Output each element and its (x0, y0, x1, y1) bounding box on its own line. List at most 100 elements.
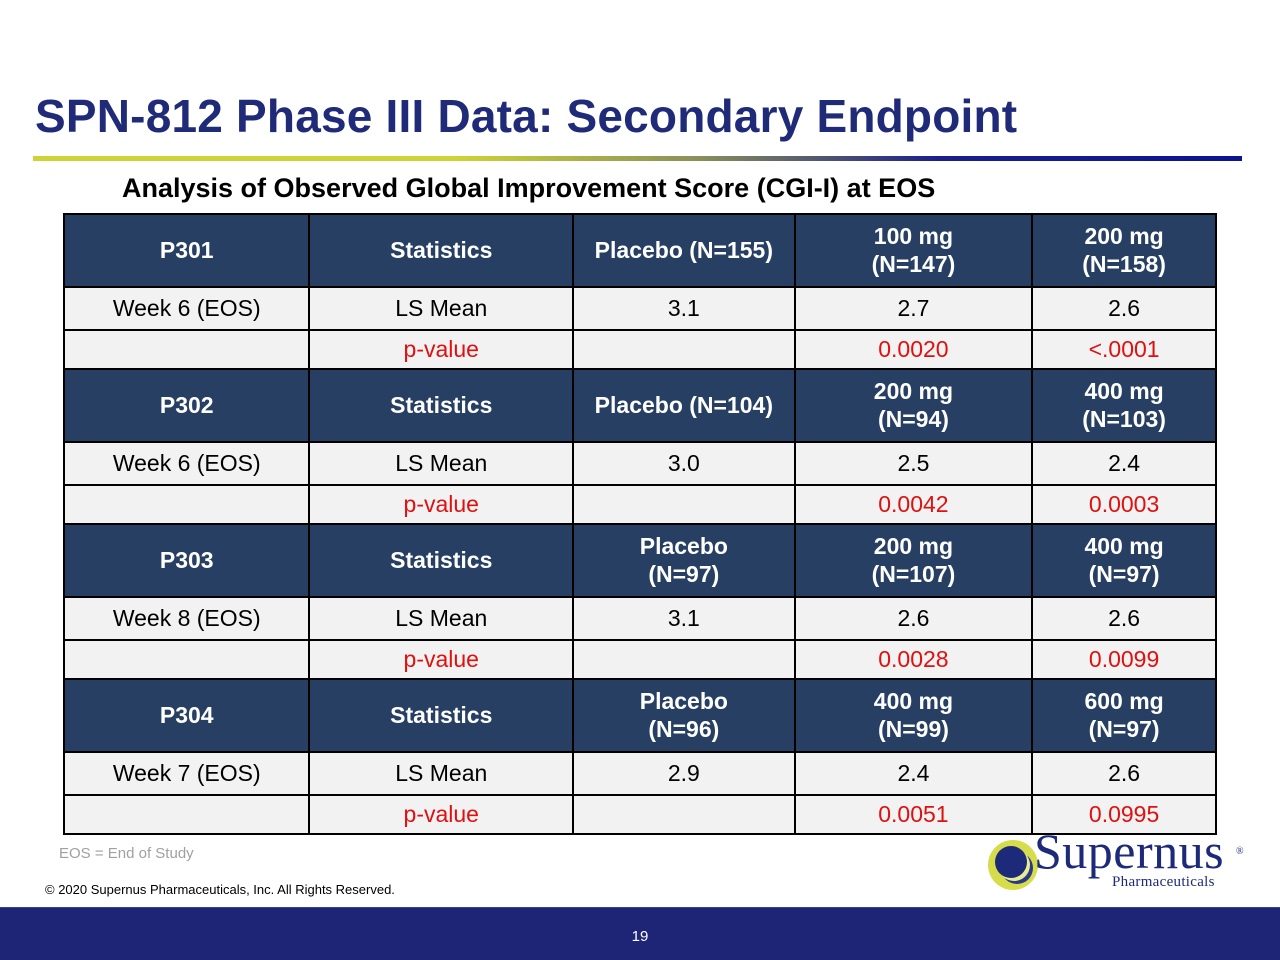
p-value-cell-statistic: p-value (308, 639, 575, 680)
study-header-row: P301 Statistics Placebo (N=155) 100 mg (N=14… (62, 213, 1217, 288)
ls-mean-cell-statistic: LS Mean (308, 441, 575, 486)
ls-mean-row: Week 7 (EOS) LS Mean 2.9 2.4 2.6 (62, 751, 1217, 796)
header-cell-line: (N=103) (1082, 405, 1166, 432)
p-value-cell-statistic: p-value (308, 484, 575, 525)
p-value-cell-placebo (572, 794, 796, 835)
header-cell-statistic: Statistics (308, 368, 575, 443)
title-divider (33, 156, 1242, 161)
logo-circle-icon (988, 840, 1038, 890)
copyright-notice: © 2020 Supernus Pharmaceuticals, Inc. Al… (45, 882, 395, 897)
header-cell-line: 200 mg (873, 533, 954, 560)
header-cell-line: Statistics (390, 391, 493, 418)
ls-mean-cell-study: Week 7 (EOS) (62, 751, 311, 796)
ls-mean-cell-placebo: 3.0 (572, 441, 796, 486)
p-value-row: p-value 0.0028 0.0099 (62, 639, 1217, 680)
study-header-row: P302 Statistics Placebo (N=104) 200 mg (N=94… (62, 368, 1217, 443)
p-value-cell-study (62, 794, 311, 835)
p-value-row: p-value 0.0020 <.0001 (62, 329, 1217, 370)
header-cell-line: (N=158) (1082, 250, 1166, 277)
registered-mark: ® (1236, 846, 1244, 857)
ls-mean-cell-statistic: LS Mean (308, 596, 575, 641)
header-cell-study: P303 (62, 523, 311, 598)
header-cell-dose-low: 400 mg (N=99) (793, 678, 1034, 753)
p-value-cell-study (62, 484, 311, 525)
p-value-cell-study (62, 639, 311, 680)
table-body: P301 Statistics Placebo (N=155) 100 mg (N=14… (62, 213, 1217, 835)
ls-mean-cell-study: Week 6 (EOS) (62, 441, 311, 486)
header-cell-study: P304 (62, 678, 311, 753)
ls-mean-cell-study: Week 8 (EOS) (62, 596, 311, 641)
header-cell-line: 400 mg (1084, 533, 1164, 560)
header-cell-statistic: Statistics (308, 523, 575, 598)
header-cell-placebo: Placebo (N=96) (572, 678, 796, 753)
header-cell-line: 400 mg (1084, 378, 1164, 405)
header-cell-placebo: Placebo (N=97) (572, 523, 796, 598)
header-cell-line: 200 mg (1084, 223, 1164, 250)
header-cell-line: (N=97) (648, 560, 720, 587)
p-value-cell-dose-low: 0.0020 (793, 329, 1034, 370)
header-cell-line: P301 (159, 236, 214, 263)
ls-mean-cell-dose-low: 2.7 (793, 286, 1034, 331)
page-number: 19 (631, 928, 649, 945)
ls-mean-cell-study: Week 6 (EOS) (62, 286, 311, 331)
p-value-cell-dose-low: 0.0042 (793, 484, 1034, 525)
header-cell-line: 200 mg (873, 378, 954, 405)
ls-mean-cell-dose-high: 2.4 (1031, 441, 1217, 486)
ls-mean-cell-dose-low: 2.5 (793, 441, 1034, 486)
cgi-i-results-table: P301 Statistics Placebo (N=155) 100 mg (N=14… (62, 213, 1217, 835)
p-value-cell-placebo (572, 484, 796, 525)
header-cell-line: (N=99) (877, 715, 949, 742)
ls-mean-cell-placebo: 2.9 (572, 751, 796, 796)
header-cell-line: P304 (159, 701, 214, 728)
p-value-cell-dose-high: 0.0995 (1031, 794, 1217, 835)
header-cell-line: 100 mg (873, 223, 954, 250)
p-value-row: p-value 0.0042 0.0003 (62, 484, 1217, 525)
ls-mean-cell-statistic: LS Mean (308, 751, 575, 796)
study-header-row: P304 Statistics Placebo (N=96) 400 mg (N=99) 6… (62, 678, 1217, 753)
header-cell-dose-high: 600 mg (N=97) (1031, 678, 1217, 753)
header-cell-line: Statistics (390, 236, 493, 263)
header-cell-line: (N=94) (877, 405, 949, 432)
header-cell-dose-high: 400 mg (N=103) (1031, 368, 1217, 443)
header-cell-line: 600 mg (1084, 688, 1164, 715)
study-header-row: P303 Statistics Placebo (N=97) 200 mg (N=107)… (62, 523, 1217, 598)
header-cell-statistic: Statistics (308, 213, 575, 288)
p-value-cell-dose-low: 0.0028 (793, 639, 1034, 680)
p-value-row: p-value 0.0051 0.0995 (62, 794, 1217, 835)
supernus-logo: Supernus ® Pharmaceuticals (988, 826, 1250, 890)
header-cell-dose-high: 200 mg (N=158) (1031, 213, 1217, 288)
header-cell-placebo: Placebo (N=155) (572, 213, 796, 288)
p-value-cell-statistic: p-value (308, 329, 575, 370)
p-value-cell-dose-low: 0.0051 (793, 794, 1034, 835)
ls-mean-cell-dose-high: 2.6 (1031, 286, 1217, 331)
logo-wordmark: Supernus (1034, 823, 1225, 879)
ls-mean-cell-dose-low: 2.6 (793, 596, 1034, 641)
slide-subtitle: Analysis of Observed Global Improvement … (122, 173, 936, 203)
header-cell-line: Placebo (639, 688, 728, 715)
header-cell-dose-high: 400 mg (N=97) (1031, 523, 1217, 598)
header-cell-line: Placebo (N=104) (594, 391, 774, 418)
ls-mean-cell-dose-high: 2.6 (1031, 751, 1217, 796)
header-cell-line: Placebo (639, 533, 728, 560)
ls-mean-row: Week 6 (EOS) LS Mean 3.0 2.5 2.4 (62, 441, 1217, 486)
header-cell-dose-low: 200 mg (N=107) (793, 523, 1034, 598)
ls-mean-row: Week 8 (EOS) LS Mean 3.1 2.6 2.6 (62, 596, 1217, 641)
ls-mean-cell-statistic: LS Mean (308, 286, 575, 331)
header-cell-line: Statistics (390, 546, 493, 573)
ls-mean-cell-dose-high: 2.6 (1031, 596, 1217, 641)
ls-mean-cell-dose-low: 2.4 (793, 751, 1034, 796)
header-cell-line: (N=107) (871, 560, 956, 587)
header-cell-study: P301 (62, 213, 311, 288)
header-cell-placebo: Placebo (N=104) (572, 368, 796, 443)
p-value-cell-dose-high: 0.0003 (1031, 484, 1217, 525)
header-cell-line: (N=147) (871, 250, 956, 277)
header-cell-line: Statistics (390, 701, 493, 728)
header-cell-line: (N=96) (648, 715, 720, 742)
header-cell-line: 400 mg (873, 688, 954, 715)
header-cell-line: (N=97) (1088, 560, 1160, 587)
p-value-cell-dose-high: 0.0099 (1031, 639, 1217, 680)
slide-title: SPN-812 Phase III Data: Secondary Endpoi… (35, 90, 1018, 142)
header-cell-dose-low: 200 mg (N=94) (793, 368, 1034, 443)
ls-mean-cell-placebo: 3.1 (572, 596, 796, 641)
footer-bar: 19 (0, 907, 1280, 960)
